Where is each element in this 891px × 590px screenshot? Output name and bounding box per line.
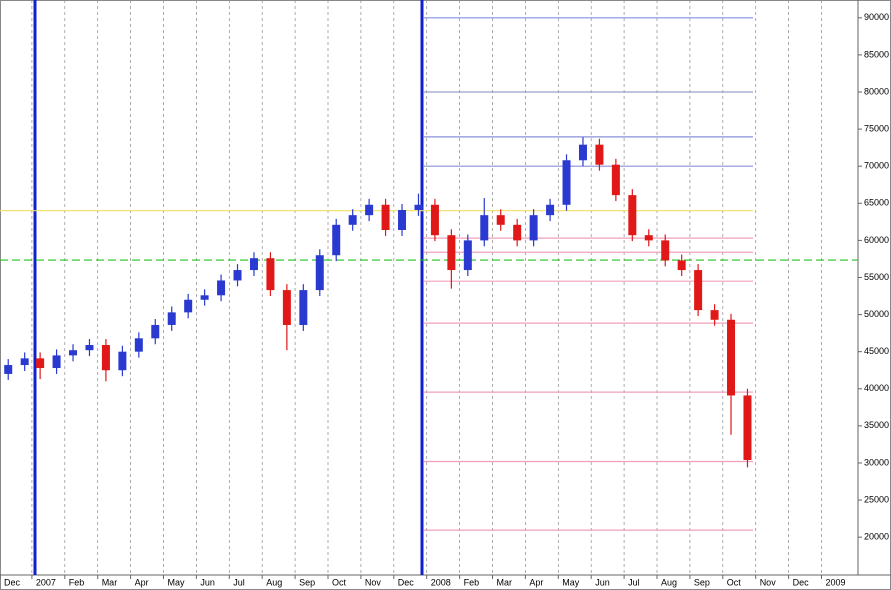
y-tick-label: 85000 [864, 49, 889, 59]
y-tick-label: 30000 [864, 457, 889, 467]
y-tick-label: 75000 [864, 123, 889, 133]
candle-body [727, 319, 736, 396]
y-tick-label: 35000 [864, 420, 889, 430]
x-tick-label: Jul [233, 577, 245, 587]
candle-body [36, 358, 45, 368]
candle-body [381, 204, 390, 230]
x-tick-label: Oct [727, 577, 742, 587]
x-tick-label: Aug [661, 577, 677, 587]
candle-body [118, 351, 127, 371]
candle-body [20, 358, 29, 366]
y-tick-label: 80000 [864, 86, 889, 96]
candle-body [496, 215, 505, 225]
candle-body [644, 235, 653, 241]
candle-body [184, 299, 193, 313]
candle-body [233, 270, 242, 281]
candle-body [69, 350, 78, 356]
candle-body [661, 240, 670, 261]
candle-body [365, 204, 374, 216]
x-tick-label: Feb [464, 577, 480, 587]
x-tick-label: 2007 [36, 577, 56, 587]
x-tick-label: Oct [332, 577, 347, 587]
x-tick-label: Apr [529, 577, 543, 587]
candle-body [694, 270, 703, 311]
x-tick-label: Nov [365, 577, 382, 587]
y-tick-label: 20000 [864, 532, 889, 542]
x-tick-label: Dec [793, 577, 810, 587]
y-tick-label: 90000 [864, 12, 889, 22]
x-tick-label: Mar [102, 577, 118, 587]
candle-body [299, 290, 308, 325]
x-tick-label: May [562, 577, 580, 587]
candle-body [398, 209, 407, 230]
x-tick-label: 2009 [826, 577, 846, 587]
candle-body [710, 310, 719, 320]
candle-body [480, 215, 489, 241]
x-tick-label: May [168, 577, 186, 587]
candle-body [332, 224, 341, 256]
x-tick-label: Sep [694, 577, 710, 587]
x-tick-label: Jun [200, 577, 215, 587]
x-tick-label: Feb [69, 577, 85, 587]
candle-body [463, 240, 472, 271]
candle-body [167, 312, 176, 325]
y-tick-label: 70000 [864, 161, 889, 171]
candle-body [4, 365, 13, 374]
x-tick-label: Dec [398, 577, 415, 587]
x-tick-label: 2008 [431, 577, 451, 587]
candle-body [628, 195, 637, 236]
y-tick-label: 65000 [864, 198, 889, 208]
candle-body [217, 280, 226, 296]
candle-body [529, 215, 538, 241]
x-tick-label: Aug [266, 577, 282, 587]
candle-body [447, 235, 456, 271]
y-tick-label: 50000 [864, 309, 889, 319]
candle-body [743, 395, 752, 460]
candle-body [151, 324, 160, 339]
candle-body [611, 164, 620, 196]
y-tick-label: 45000 [864, 346, 889, 356]
candle-body [52, 355, 61, 368]
x-tick-label: Sep [299, 577, 315, 587]
candle-body [315, 255, 324, 291]
candle-body [513, 224, 522, 241]
x-tick-label: Jul [628, 577, 640, 587]
candle-body [249, 258, 258, 271]
candle-body [101, 345, 110, 371]
candle-body [677, 260, 686, 271]
y-tick-label: 60000 [864, 235, 889, 245]
candle-body [414, 204, 423, 210]
y-tick-label: 55000 [864, 272, 889, 282]
x-tick-label: Apr [135, 577, 149, 587]
y-tick-label: 25000 [864, 494, 889, 504]
y-tick-label: 40000 [864, 383, 889, 393]
x-tick-label: Dec [4, 577, 21, 587]
candle-body [282, 290, 291, 325]
candle-body [348, 215, 357, 225]
candle-body [430, 204, 439, 236]
candle-body [546, 204, 555, 216]
candle-body [85, 345, 94, 351]
candle-body [200, 295, 209, 300]
x-tick-label: Jun [595, 577, 610, 587]
candle-body [595, 144, 604, 165]
candle-body [562, 160, 571, 205]
x-tick-label: Nov [760, 577, 777, 587]
candle-body [266, 258, 275, 291]
candle-body [134, 338, 143, 352]
x-tick-label: Mar [497, 577, 513, 587]
candle-body [578, 144, 587, 161]
